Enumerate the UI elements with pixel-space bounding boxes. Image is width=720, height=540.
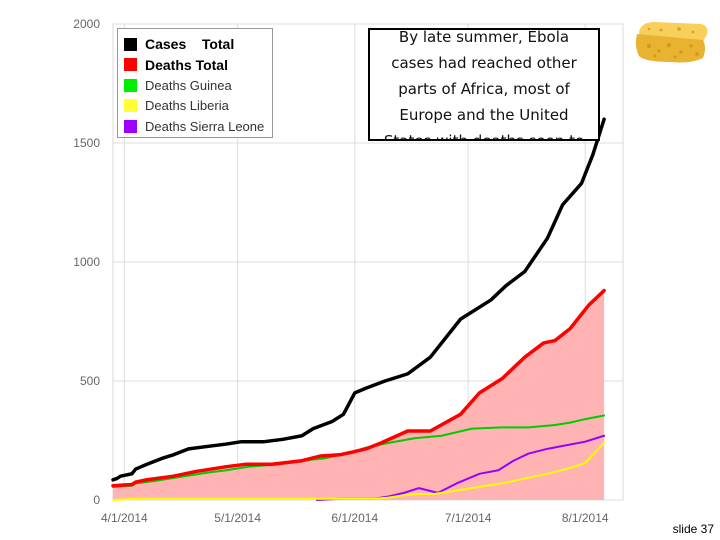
x-axis-ticks: 4/1/2014 5/1/2014 6/1/2014 7/1/2014 8/1/2014	[101, 511, 609, 525]
legend-swatch-cases-total	[124, 37, 137, 51]
y-tick-label-2000: 2000	[73, 17, 100, 31]
series-line-cases-total	[111, 117, 606, 482]
legend-label-deaths-total: Deaths Total	[145, 56, 228, 73]
series-line-deaths-liberia	[112, 441, 606, 501]
x-tick-label-5-1-2014: 5/1/2014	[214, 511, 261, 525]
legend-swatch-deaths-liberia	[124, 99, 137, 113]
area-fill-deaths-total	[113, 290, 605, 500]
legend-label-cases-total: Cases Total	[145, 36, 235, 53]
y-tick-label-0: 0	[93, 493, 100, 507]
legend-item-deaths-guinea: Deaths Guinea	[124, 75, 272, 96]
legend-item-deaths-liberia: Deaths Liberia	[124, 96, 272, 117]
x-tick-label-6-1-2014: 6/1/2014	[331, 511, 378, 525]
y-axis-ticks: 0 500 1000 1500 2000	[73, 17, 100, 507]
legend-item-deaths-total: Deaths Total	[124, 55, 272, 76]
legend-item-cases-total: Cases Total	[124, 34, 272, 55]
series-line-deaths-total	[111, 288, 606, 488]
y-tick-label-500: 500	[80, 374, 100, 388]
legend-item-deaths-sierra-leone: Deaths Sierra Leone	[124, 116, 272, 137]
area-fills	[113, 290, 605, 500]
legend-label-deaths-sierra-leone: Deaths Sierra Leone	[145, 118, 265, 134]
sponge-icon	[635, 22, 708, 63]
legend-label-deaths-guinea: Deaths Guinea	[145, 77, 232, 93]
legend-swatch-deaths-guinea	[124, 78, 137, 92]
sponge-front-face	[635, 34, 705, 63]
annotation-box: By late summer, Ebola cases had reached …	[368, 28, 600, 141]
y-tick-label-1000: 1000	[73, 255, 100, 269]
sponge-pores	[647, 27, 699, 59]
slide-number: slide 37	[672, 522, 714, 536]
x-tick-label-7-1-2014: 7/1/2014	[445, 511, 492, 525]
legend-label-deaths-liberia: Deaths Liberia	[145, 98, 229, 114]
legend-swatch-deaths-total	[124, 58, 137, 72]
series-lines	[111, 117, 606, 501]
x-tick-label-4-1-2014: 4/1/2014	[101, 511, 148, 525]
annotation-text: By late summer, Ebola cases had reached …	[383, 28, 585, 141]
x-tick-label-8-1-2014: 8/1/2014	[562, 511, 609, 525]
legend-swatch-deaths-sierra-leone	[124, 119, 137, 133]
legend: Cases Total Deaths Total Deaths Guinea D…	[117, 28, 273, 138]
y-tick-label-1500: 1500	[73, 136, 100, 150]
